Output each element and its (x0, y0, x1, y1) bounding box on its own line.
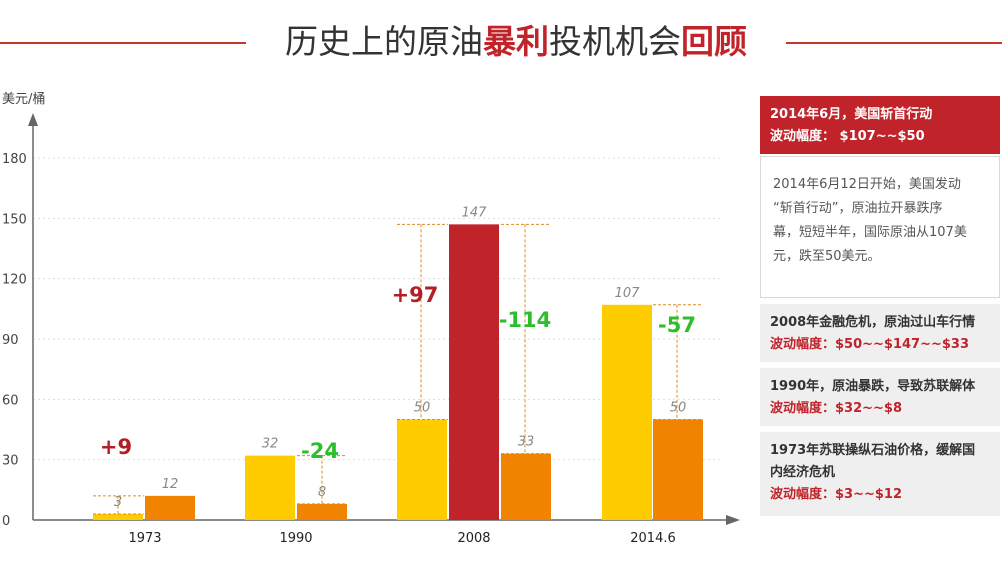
title-rule-left (0, 42, 246, 44)
title-part2: 投机机会 (549, 22, 681, 61)
panel-description-line: 2014年6月12日开始，美国发动 (773, 177, 961, 192)
bar-1973-3 (93, 513, 143, 520)
panel-header-title: 2014年6月，美国斩首行动 (770, 107, 933, 122)
bar-1990-8 (297, 503, 347, 520)
event-card-range: 波动幅度：$32~~$8 (770, 401, 903, 416)
page-title: 历史上的原油暴利投机机会回顾 (256, 18, 776, 66)
bar-value-label: 147 (462, 205, 488, 220)
y-tick-label: 150 (2, 212, 27, 227)
panel-description-line: “斩首行动”，原油拉开暴跌序 (773, 201, 943, 216)
bar-1990-32 (245, 455, 295, 520)
bar-value-label: 50 (670, 400, 687, 415)
y-tick-label: 30 (2, 454, 19, 469)
change-label: -57 (658, 313, 696, 337)
x-tick-label: 1990 (279, 531, 312, 546)
x-tick-label: 2008 (457, 531, 490, 546)
panel-header: 2014年6月，美国斩首行动 波动幅度： $107~~$50 (760, 96, 1000, 154)
bar-2008-147 (449, 224, 499, 520)
event-card-title-cont: 内经济危机 (770, 465, 836, 480)
event-card-1990: 1990年，原油暴跌，导致苏联解体 波动幅度：$32~~$8 (760, 368, 1000, 426)
bar-value-label: 50 (414, 400, 431, 415)
title-part1: 历史上的原油 (285, 22, 483, 61)
bar-value-label: 12 (162, 477, 179, 492)
event-card-2008: 2008年金融危机，原油过山车行情 波动幅度：$50~~$147~~$33 (760, 304, 1000, 362)
y-tick-label: 90 (2, 333, 19, 348)
bar-2008-33 (501, 453, 551, 520)
event-card-title: 1973年苏联操纵石油价格，缓解国 (770, 443, 976, 458)
event-card-title: 2008年金融危机，原油过山车行情 (770, 315, 976, 330)
panel-description-line: 元，跌至50美元。 (773, 249, 881, 264)
title-highlight2: 回顾 (681, 22, 747, 61)
panel-header-range: 波动幅度： $107~~$50 (770, 129, 925, 144)
panel-description-line: 幕，短短半年，国际原油从107美 (773, 225, 967, 240)
bar-chart: 0306090120150180美元/桶31232850147331075019… (2, 92, 740, 546)
x-tick-label: 2014.6 (630, 531, 676, 546)
event-card-title: 1990年，原油暴跌，导致苏联解体 (770, 379, 976, 394)
x-axis-arrow (726, 515, 740, 525)
panel-description: 2014年6月12日开始，美国发动 “斩首行动”，原油拉开暴跌序 幕，短短半年，… (760, 156, 1000, 298)
bar-2008-50 (397, 419, 447, 520)
bar-2014.6-107 (602, 304, 652, 520)
bar-1973-12 (145, 495, 195, 520)
event-card-range: 波动幅度：$3~~$12 (770, 487, 903, 502)
x-tick-label: 1973 (128, 531, 161, 546)
event-card-range: 波动幅度：$50~~$147~~$33 (770, 337, 970, 352)
y-axis-title: 美元/桶 (2, 92, 45, 107)
bar-2014.6-50 (653, 419, 703, 520)
bar-value-label: 32 (262, 437, 279, 452)
event-card-1973: 1973年苏联操纵石油价格，缓解国 内经济危机 波动幅度：$3~~$12 (760, 432, 1000, 516)
title-rule-right (786, 42, 1002, 44)
change-label: +97 (392, 283, 439, 307)
change-label: -114 (499, 308, 552, 332)
change-label: -24 (301, 439, 339, 463)
title-highlight1: 暴利 (483, 22, 549, 61)
bar-value-label: 107 (615, 286, 641, 301)
y-tick-label: 180 (2, 152, 27, 167)
y-axis-arrow (28, 113, 38, 126)
y-tick-label: 0 (2, 514, 10, 529)
y-tick-label: 60 (2, 393, 19, 408)
bar-value-label: 33 (518, 435, 535, 450)
change-label: +9 (100, 435, 132, 459)
y-tick-label: 120 (2, 273, 27, 288)
